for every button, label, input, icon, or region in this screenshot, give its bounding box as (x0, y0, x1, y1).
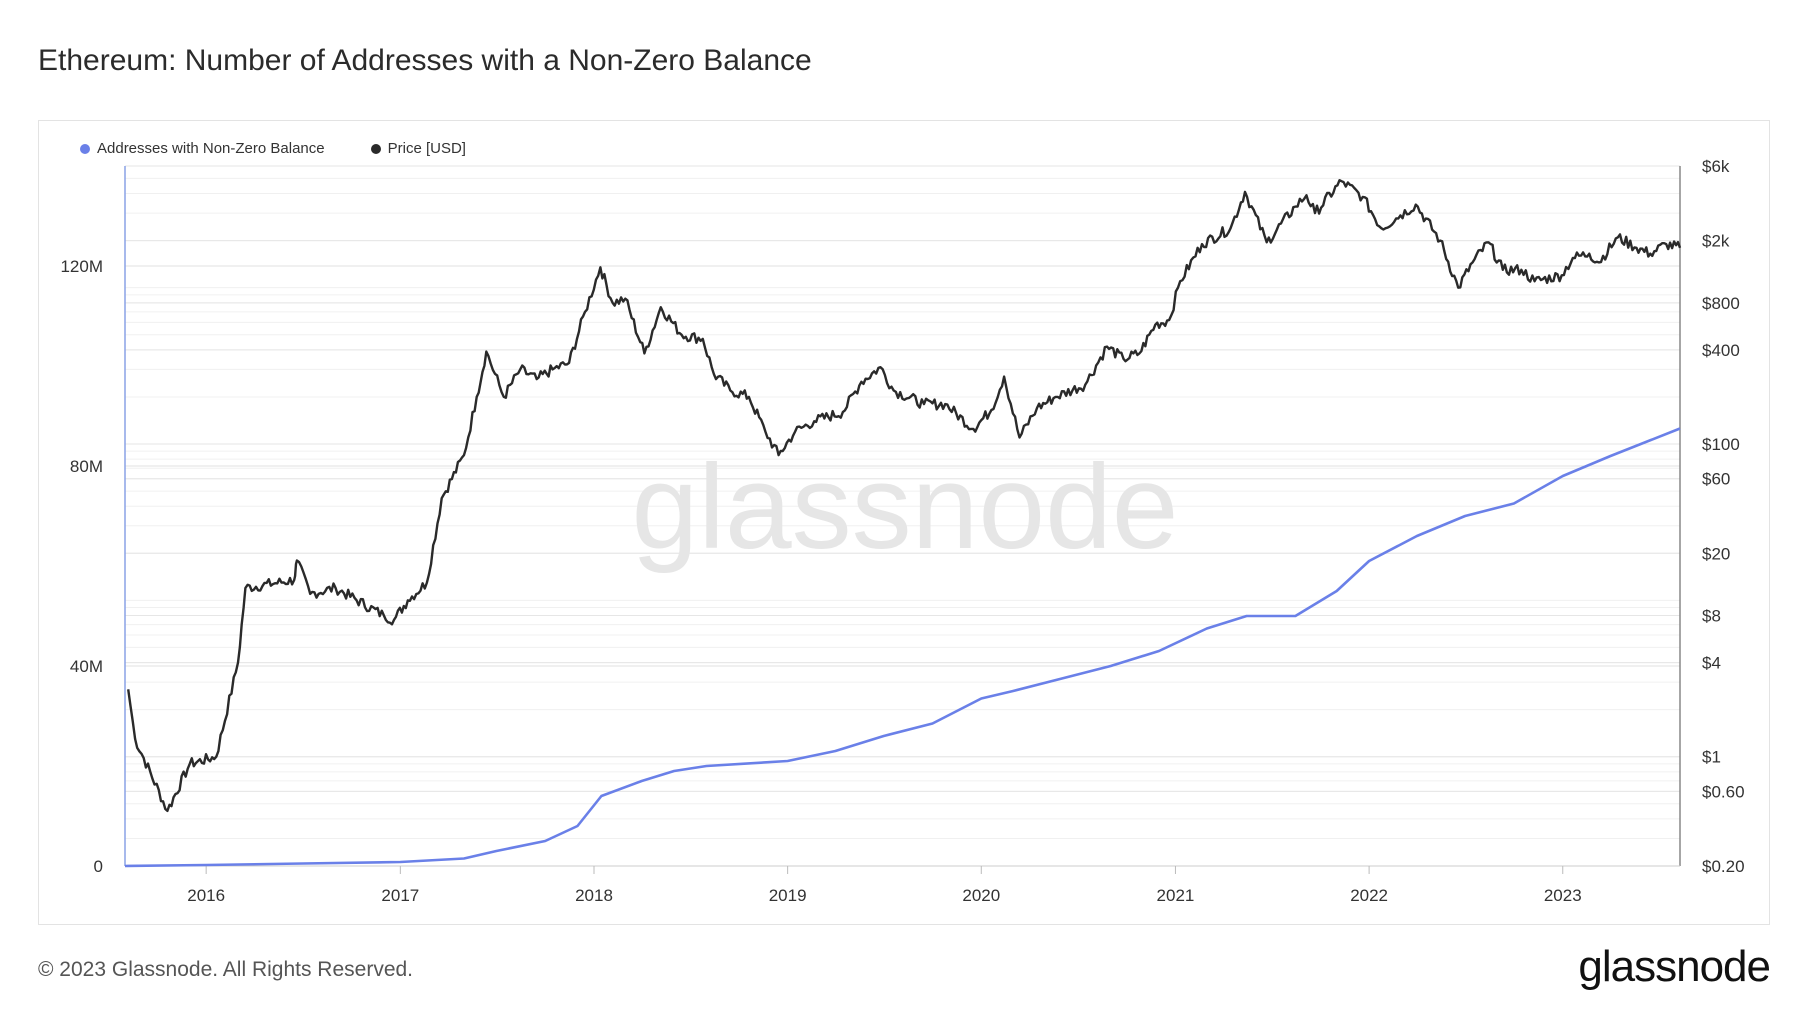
chart-title: Ethereum: Number of Addresses with a Non… (38, 44, 812, 77)
legend-dot-price (370, 143, 381, 154)
y-right-tick-label: $1 (1702, 748, 1721, 767)
watermark: glassnode (631, 440, 1178, 574)
x-tick-label: 2023 (1544, 886, 1582, 905)
x-tick-label: 2020 (962, 886, 1000, 905)
x-tick-label: 2019 (769, 886, 807, 905)
series-price-line (127, 178, 1682, 813)
copyright-footer: © 2023 Glassnode. All Rights Reserved. (38, 958, 414, 981)
y-right-tick-label: $60 (1702, 470, 1730, 489)
x-tick-label: 2017 (381, 886, 419, 905)
legend-label-price: Price [USD] (387, 140, 466, 157)
y-left-tick-label: 80M (70, 457, 103, 476)
y-right-tick-label: $0.20 (1702, 857, 1745, 876)
glassnode-logo: glassnode (1578, 942, 1771, 991)
y-right-tick-label: $400 (1702, 341, 1740, 360)
y-left-tick-label: 0 (94, 857, 103, 876)
y-right-tick-label: $6k (1702, 157, 1730, 176)
y-left-tick-label: 40M (70, 657, 103, 676)
y-right-tick-label: $2k (1702, 232, 1730, 251)
y-right-tick-label: $20 (1702, 544, 1730, 563)
x-tick-label: 2022 (1350, 886, 1388, 905)
y-right-tick-label: $100 (1702, 435, 1740, 454)
x-tick-label: 2018 (575, 886, 613, 905)
legend-label-addresses: Addresses with Non-Zero Balance (97, 140, 325, 157)
y-right-tick-label: $800 (1702, 294, 1740, 313)
y-right-tick-label: $8 (1702, 607, 1721, 626)
legend-item-addresses[interactable]: Addresses with Non-Zero Balance (80, 140, 325, 157)
legend-dot-addresses (80, 143, 90, 154)
y-right-tick-label: $4 (1702, 654, 1721, 673)
legend-item-price[interactable]: Price [USD] (370, 140, 466, 157)
chart-panel (38, 120, 1770, 925)
x-tick-label: 2021 (1157, 886, 1195, 905)
x-tick-label: 2016 (187, 886, 225, 905)
legend: Addresses with Non-Zero Balance Price [U… (80, 140, 466, 157)
series-addresses-line (124, 427, 1681, 868)
y-left-tick-label: 120M (60, 257, 103, 276)
y-right-tick-label: $0.60 (1702, 782, 1745, 801)
